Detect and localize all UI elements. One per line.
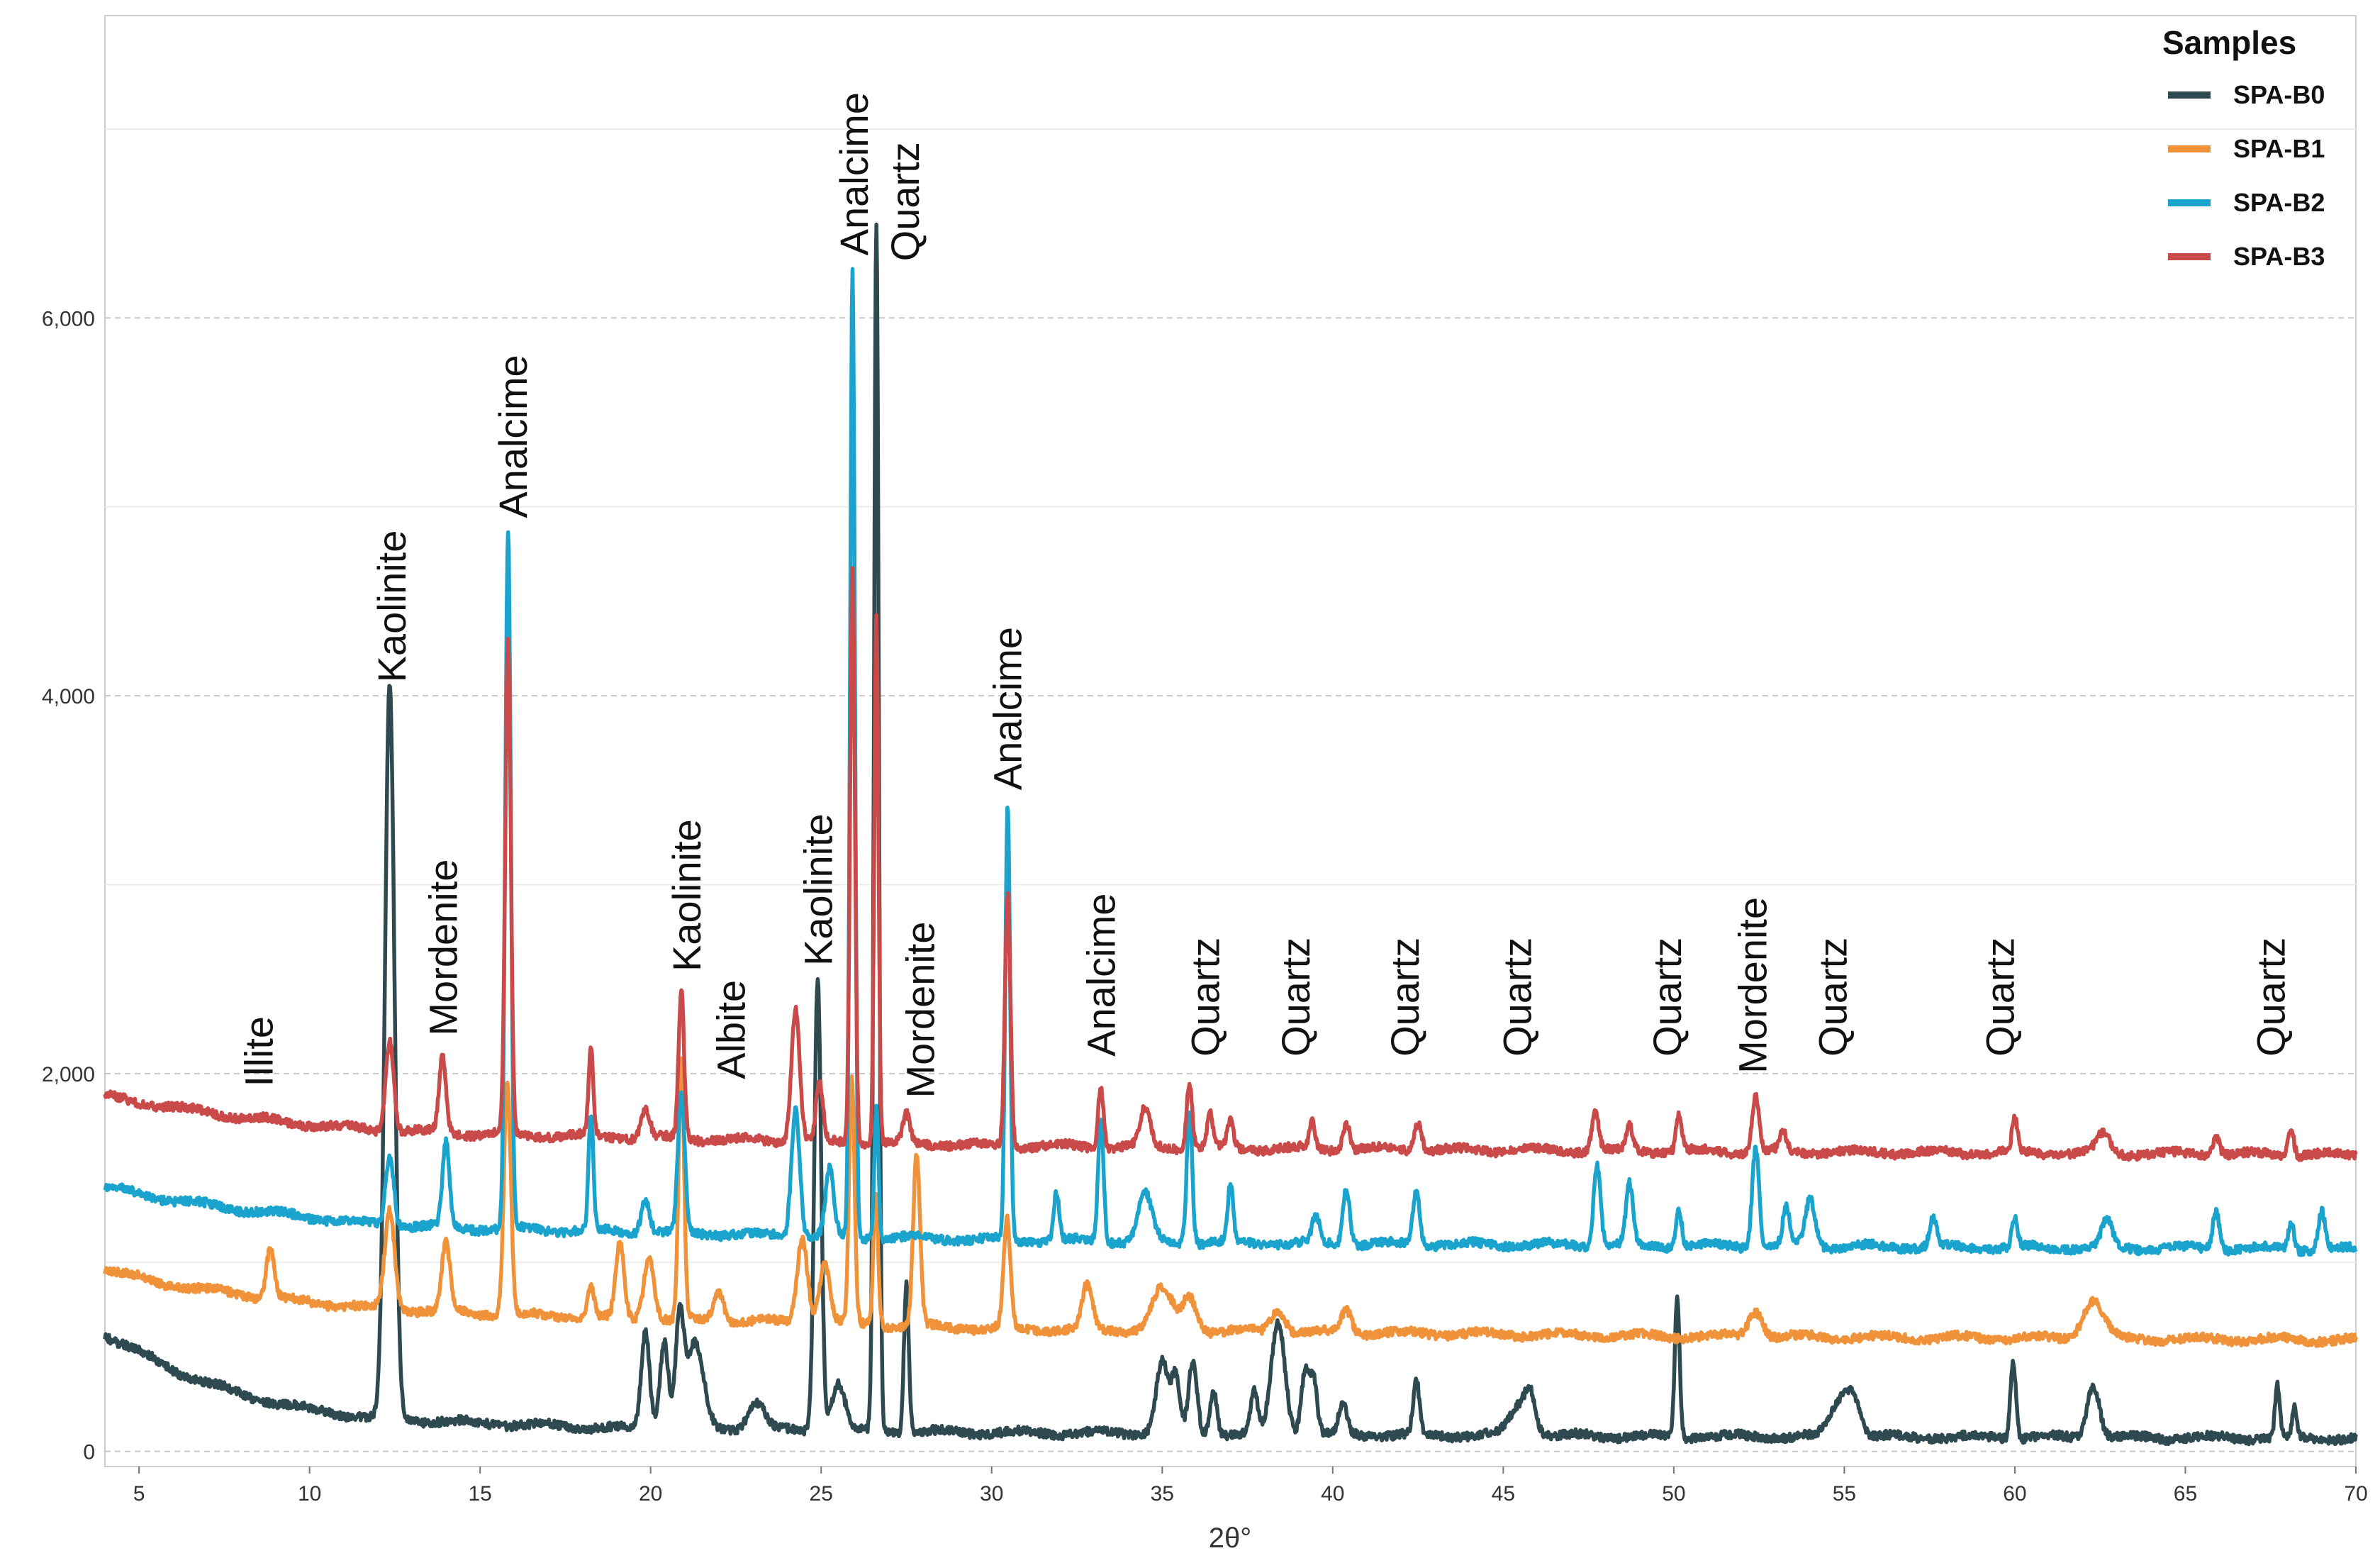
legend-label: SPA-B1	[2233, 134, 2325, 163]
peak-label: Quartz	[1382, 937, 1427, 1057]
peak-label: Quartz	[1811, 937, 1855, 1057]
peak-label: Illite	[236, 1016, 281, 1087]
x-tick-label: 50	[1662, 1482, 1685, 1506]
series-line-spa-b0	[103, 222, 2358, 1447]
peak-label: Albite	[709, 980, 754, 1079]
x-tick-label: 65	[2174, 1482, 2197, 1506]
x-tick-label: 35	[1151, 1482, 1174, 1506]
legend-title: Samples	[2162, 24, 2296, 61]
peak-label: Quartz	[883, 142, 927, 261]
series-layer	[103, 222, 2358, 1447]
x-tick-label: 45	[1492, 1482, 1515, 1506]
peak-label: Kaolinite	[369, 530, 414, 683]
peak-label: Quartz	[1977, 937, 2022, 1057]
x-tick-label: 5	[133, 1482, 145, 1506]
legend-label: SPA-B2	[2233, 188, 2325, 217]
series-line-spa-b3	[103, 566, 2358, 1162]
y-tick-label: 2,000	[42, 1063, 95, 1086]
x-tick-label: 20	[639, 1482, 662, 1506]
peak-label: Mordenite	[1731, 897, 1775, 1074]
x-tick-label: 70	[2344, 1482, 2367, 1506]
axes: 5 10 15 20 25 30 35 40 45 50 55 60 65 70 0 2,000 4,000 6,…	[42, 307, 2368, 1506]
x-tick-label: 60	[2003, 1482, 2026, 1506]
peak-label: Kaolinite	[664, 819, 709, 972]
series-line-spa-b1	[103, 1056, 2358, 1348]
series-line-spa-b2	[103, 267, 2358, 1257]
x-axis-title: 2θ°	[1209, 1523, 1252, 1554]
legend: Samples SPA-B0 SPA-B1 SPA-B2 SPA-B3	[2162, 24, 2325, 271]
x-tick-label: 55	[1833, 1482, 1856, 1506]
peak-label: Quartz	[1273, 937, 1318, 1057]
peak-label: Analcime	[832, 92, 876, 255]
peak-label: Analcime	[491, 355, 535, 518]
peak-label: Analcime	[985, 627, 1029, 790]
x-tick-label: 10	[298, 1482, 321, 1506]
peak-label: Quartz	[2249, 937, 2294, 1057]
y-tick-label: 6,000	[42, 307, 95, 330]
peak-label: Mordenite	[898, 921, 943, 1098]
peak-label: Quartz	[1645, 937, 1689, 1057]
x-tick-label: 15	[468, 1482, 491, 1506]
peak-label: Kaolinite	[795, 813, 840, 966]
legend-label: SPA-B0	[2233, 80, 2325, 109]
peak-label: Quartz	[1183, 937, 1227, 1057]
peak-label: Mordenite	[420, 859, 465, 1036]
peak-annotations: Illite Kaolinite Mordenite Analcime Kaolinit…	[236, 92, 2293, 1098]
x-tick-label: 25	[810, 1482, 833, 1506]
x-tick-label: 40	[1321, 1482, 1344, 1506]
peak-label: Analcime	[1079, 894, 1124, 1057]
x-tick-label: 30	[980, 1482, 1003, 1506]
legend-label: SPA-B3	[2233, 242, 2325, 271]
y-tick-label: 0	[83, 1441, 95, 1464]
gridlines	[105, 128, 2356, 1452]
y-tick-label: 4,000	[42, 685, 95, 708]
peak-label: Quartz	[1495, 937, 1540, 1057]
